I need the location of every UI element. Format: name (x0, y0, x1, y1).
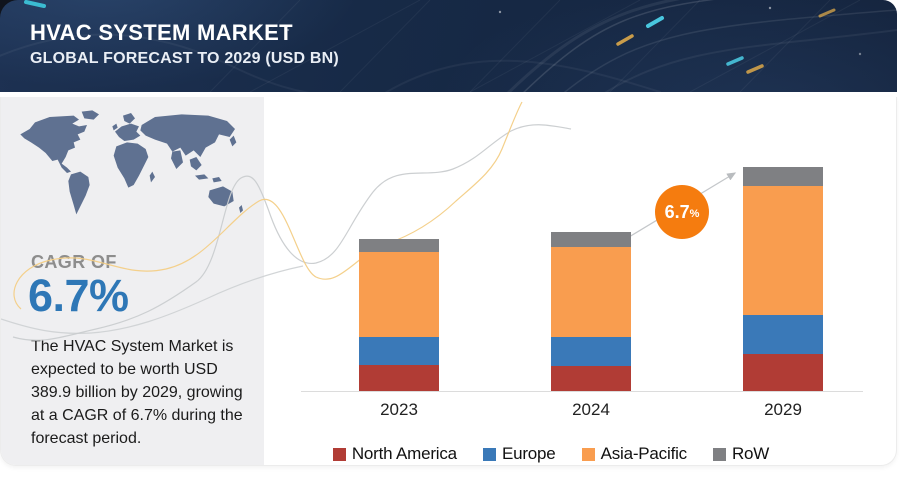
page-subtitle: GLOBAL FORECAST TO 2029 (USD BN) (30, 49, 339, 67)
legend-swatch (581, 447, 595, 461)
legend-swatch (712, 447, 726, 461)
bar-segment-europe-2024 (551, 337, 631, 366)
x-axis-label-2024: 2024 (572, 400, 610, 419)
bar-segment-north-america-2029 (743, 354, 823, 391)
bar-segment-asia-pacific-2024 (551, 247, 631, 337)
legend-item-europe: Europe (482, 444, 556, 464)
x-axis-label-2023: 2023 (380, 400, 418, 419)
legend-item-north-america: North America (332, 444, 457, 464)
cagr-badge: 6.7% (655, 185, 709, 239)
chart-legend: North America Europe Asia-Pacific RoW (281, 444, 821, 464)
legend-label: RoW (731, 444, 770, 463)
x-axis-label-2029: 2029 (764, 400, 802, 419)
page-title: HVAC SYSTEM MARKET (30, 20, 293, 45)
market-description: The HVAC System Market is expected to be… (31, 338, 243, 447)
bar-segment-north-america-2024 (551, 366, 631, 391)
legend-item-asia-pacific: Asia-Pacific (581, 444, 688, 464)
legend-swatch (332, 447, 346, 461)
bar-segment-europe-2029 (743, 315, 823, 354)
legend-item-row: RoW (712, 444, 770, 464)
legend-label: Europe (501, 444, 556, 463)
legend-swatch (482, 447, 496, 461)
bar-segment-europe-2023 (359, 337, 439, 365)
cagr-badge-percent: % (689, 207, 700, 220)
bar-segment-row-2023 (359, 239, 439, 252)
header-network-decoration (0, 0, 897, 92)
legend-label: North America (351, 444, 457, 463)
bar-segment-row-2024 (551, 232, 631, 247)
bar-segment-asia-pacific-2023 (359, 252, 439, 337)
header-banner: HVAC SYSTEM MARKET GLOBAL FORECAST TO 20… (0, 0, 897, 92)
content-card: CAGR OF 6.7% The HVAC System Market is e… (0, 97, 897, 466)
bar-segment-asia-pacific-2029 (743, 185, 823, 315)
bar-segment-north-america-2023 (359, 365, 439, 391)
cagr-badge-value: 6.7 (664, 201, 690, 222)
chart-area: 2023 2024 2029 6.7% North America Europe Asi… (1, 97, 896, 465)
x-axis-line (301, 391, 863, 392)
legend-label: Asia-Pacific (600, 444, 688, 463)
bar-segment-row-2029 (743, 166, 823, 186)
